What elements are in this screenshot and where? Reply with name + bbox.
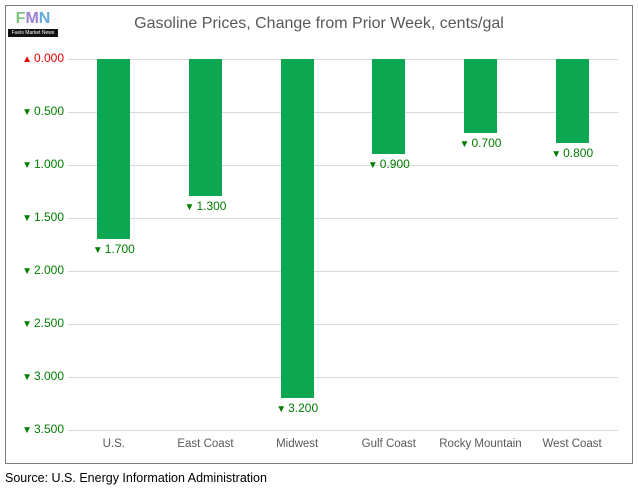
tick-value: 3.000: [33, 368, 64, 383]
y-axis-tick-label: ▼ 3.000: [14, 369, 64, 383]
down-triangle-icon: ▼: [459, 138, 470, 150]
tick-value: 0.000: [33, 50, 64, 65]
down-triangle-icon: ▼: [22, 425, 32, 436]
bar: [372, 58, 406, 155]
bar-value-label: ▼ 1.700: [69, 242, 159, 256]
up-triangle-icon: ▲: [22, 53, 32, 65]
down-triangle-icon: ▼: [367, 160, 378, 172]
bar-value-label: ▼ 0.800: [527, 146, 617, 160]
bar: [97, 58, 131, 239]
bar: [189, 58, 222, 197]
tick-value: 0.500: [33, 103, 64, 118]
y-axis-tick-label: ▼ 1.000: [14, 157, 64, 171]
tick-value: 2.000: [33, 262, 64, 277]
down-triangle-icon: ▼: [22, 371, 32, 383]
y-axis-tick-label: ▲ 0.000: [14, 51, 64, 65]
bar-value: 1.300: [196, 199, 227, 214]
tick-value: 3.500: [33, 422, 64, 436]
category-label: West Coast: [542, 438, 602, 450]
y-axis-tick-label: ▼ 2.500: [14, 316, 64, 330]
bar-value: 3.200: [288, 401, 319, 416]
gridline: [68, 323, 618, 325]
tick-value: 1.000: [33, 156, 64, 171]
category-label: Gulf Coast: [361, 438, 416, 450]
bar-value-label: ▼ 0.900: [344, 157, 434, 171]
bar-value-label: ▼ 0.700: [436, 136, 526, 150]
down-triangle-icon: ▼: [22, 265, 32, 277]
logo-letter: N: [38, 9, 51, 27]
down-triangle-icon: ▼: [22, 212, 32, 224]
y-axis-tick-label: ▼ 2.000: [14, 263, 64, 277]
bar-value: 1.700: [104, 241, 135, 256]
source-note: Source: U.S. Energy Information Administ…: [5, 471, 267, 485]
down-triangle-icon: ▼: [551, 149, 562, 161]
tick-value: 2.500: [33, 315, 64, 330]
gridline: [68, 164, 618, 166]
bar-value: 0.700: [471, 135, 502, 150]
gridline: [68, 376, 618, 378]
bar: [555, 58, 589, 144]
down-triangle-icon: ▼: [22, 318, 32, 330]
logo-letter: F: [15, 9, 26, 27]
bar-value: 0.900: [379, 157, 410, 172]
tick-value: 1.500: [33, 209, 64, 224]
gridline: [68, 111, 618, 113]
bar-value-label: ▼ 1.300: [161, 199, 251, 213]
down-triangle-icon: ▼: [92, 244, 103, 256]
chart-title: Gasoline Prices, Change from Prior Week,…: [134, 15, 504, 32]
bar: [464, 58, 497, 133]
down-triangle-icon: ▼: [276, 404, 287, 416]
down-triangle-icon: ▼: [184, 202, 195, 214]
bar-value-label: ▼ 3.200: [252, 401, 342, 415]
logo-letter: M: [25, 9, 39, 27]
category-label: Midwest: [276, 438, 319, 450]
y-axis-tick-label: ▼ 0.500: [14, 104, 64, 118]
gridline: [68, 217, 618, 219]
bar-value: 0.800: [563, 146, 594, 161]
gridline: [68, 270, 618, 272]
category-label: Rocky Mountain: [439, 438, 522, 450]
logo-caption: Fuels Market News: [8, 29, 58, 37]
y-axis-tick-label: ▼ 3.500: [14, 422, 64, 436]
category-label: East Coast: [177, 438, 234, 450]
y-axis-tick-label: ▼ 1.500: [14, 210, 64, 224]
gridline: [68, 430, 618, 431]
bar: [280, 58, 314, 399]
category-label: U.S.: [102, 438, 126, 450]
down-triangle-icon: ▼: [22, 106, 32, 118]
gridline: [68, 58, 618, 60]
down-triangle-icon: ▼: [22, 159, 32, 171]
